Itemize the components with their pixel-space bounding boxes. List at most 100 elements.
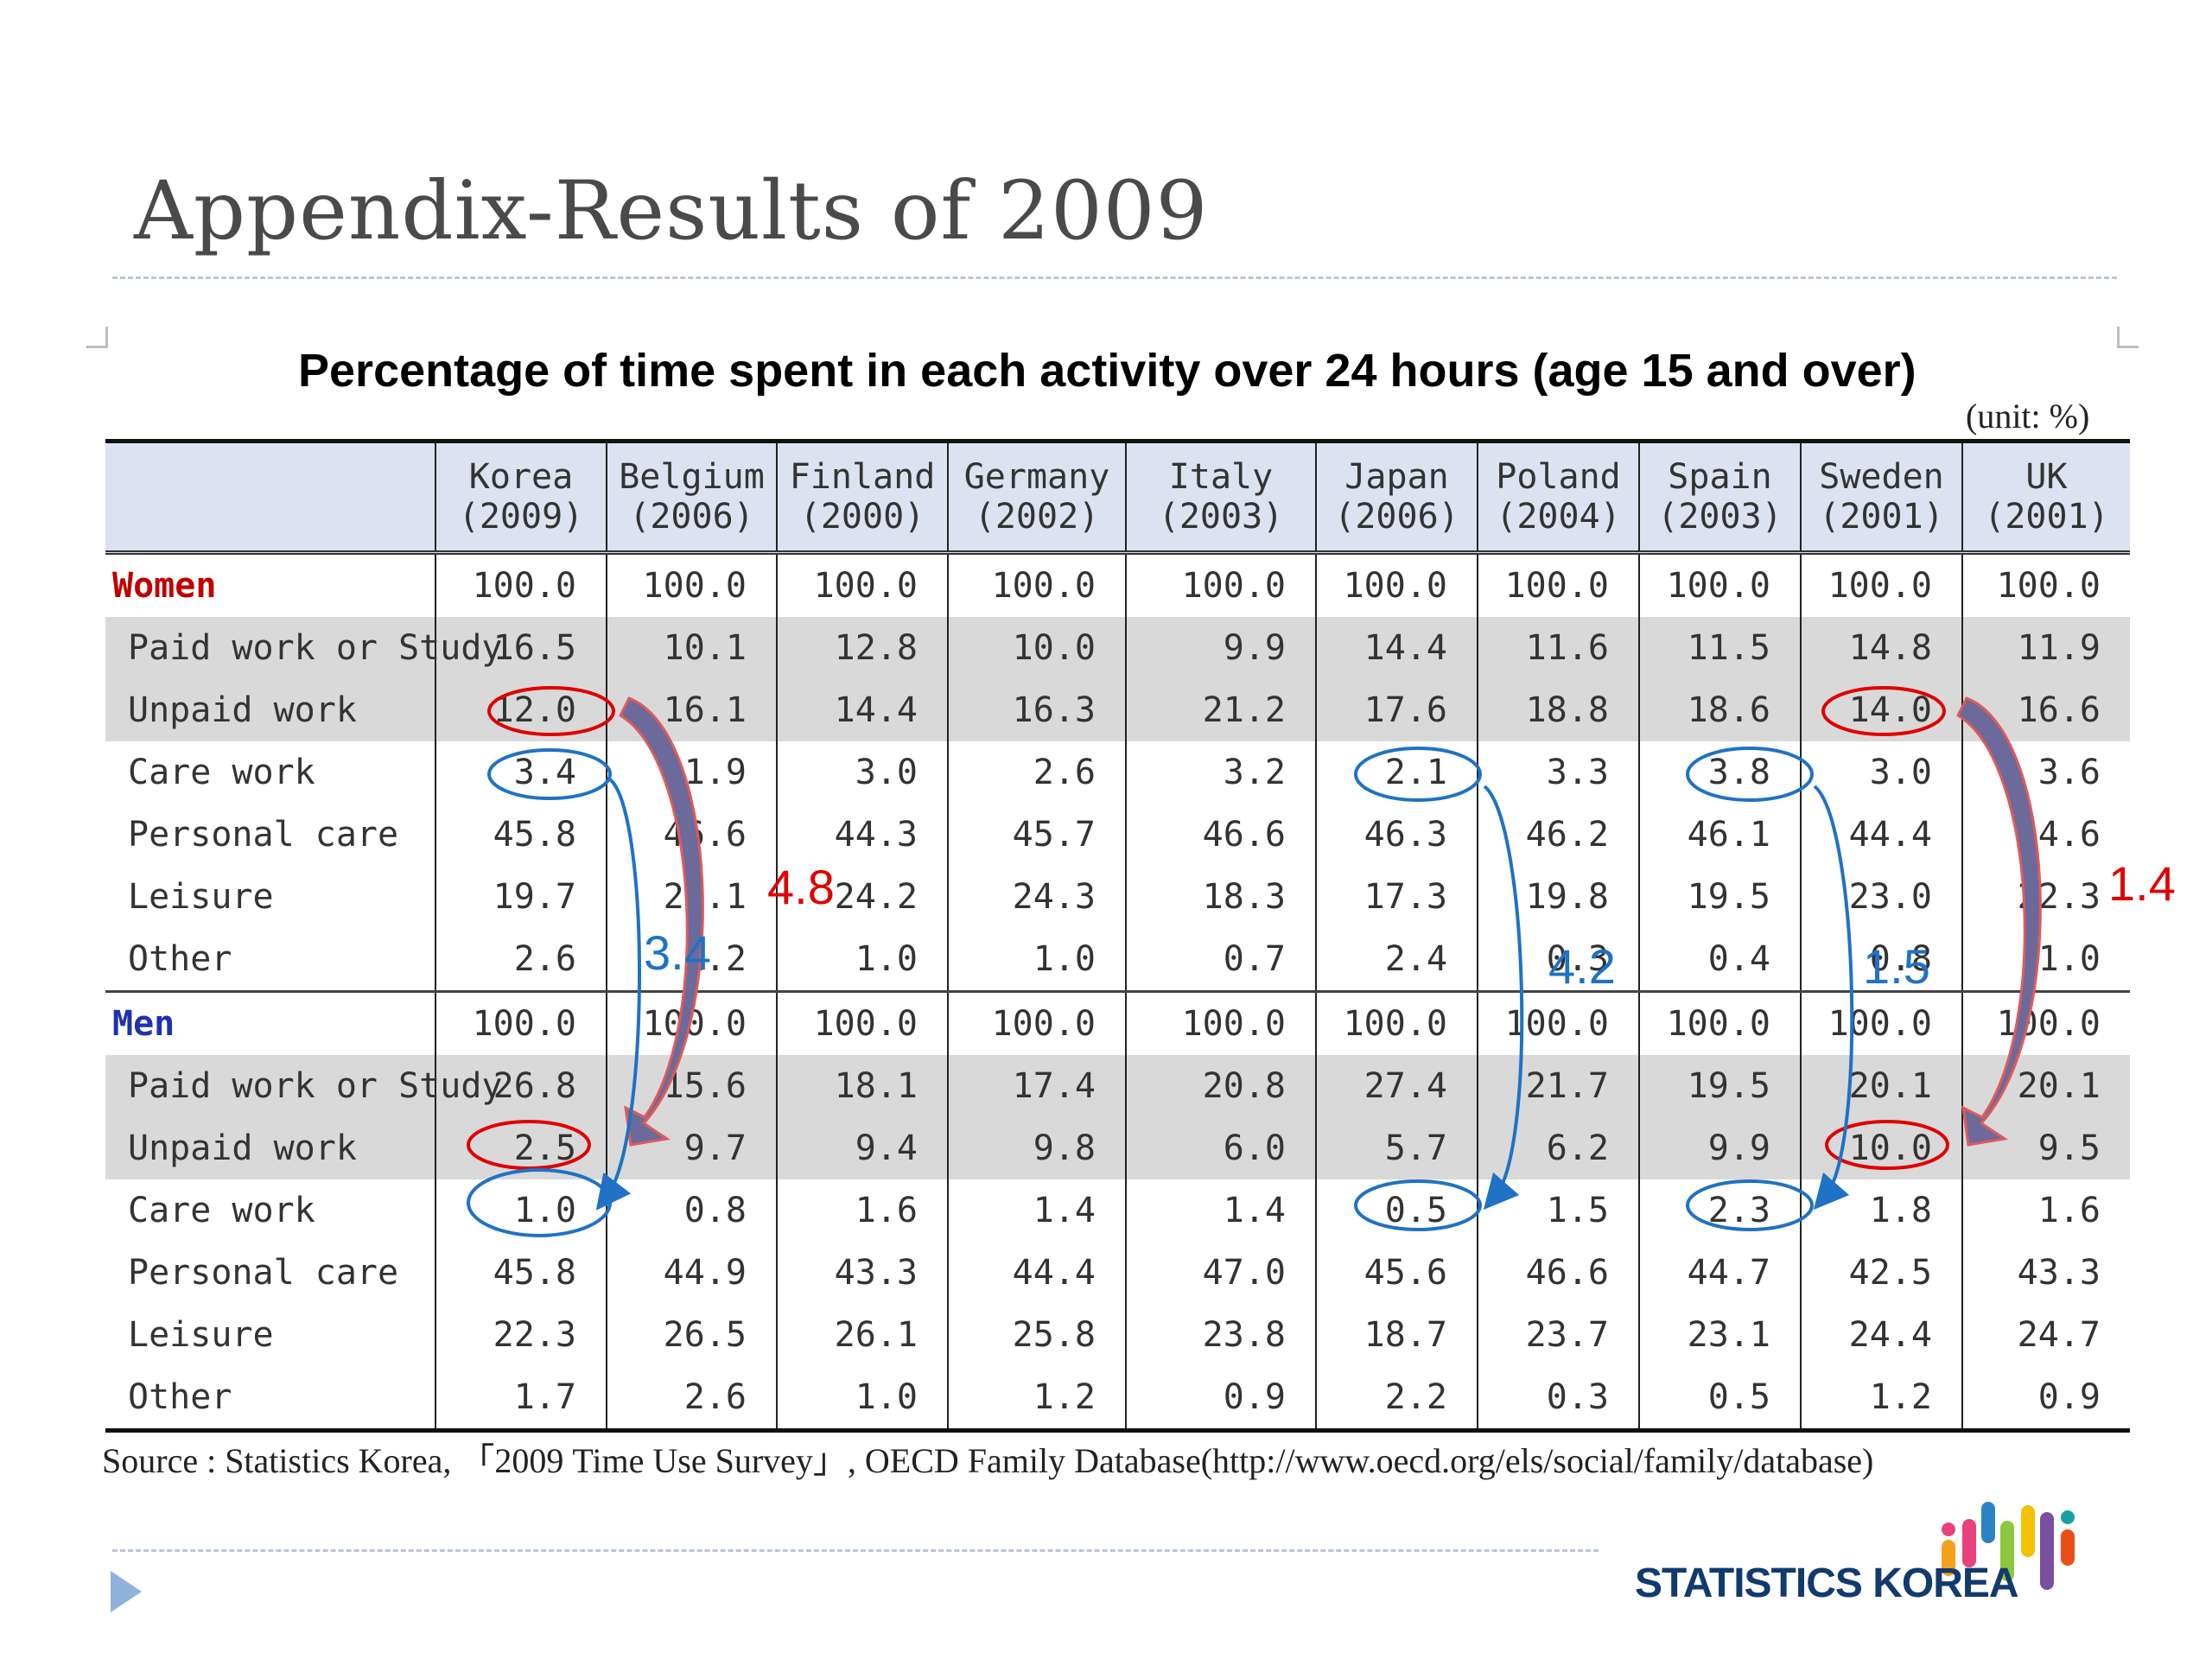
row-label: Leisure (128, 1315, 274, 1355)
table-cell: 100.0 (947, 990, 1126, 1055)
table-cell: 0.8 (1800, 928, 1962, 992)
table-row: Leisure 19.7 23.1 24.2 24.3 18.3 17.3 19.8 19.5 2… (105, 866, 2130, 928)
highlight-spain-men-care (1686, 1179, 1814, 1231)
row-label: Other (105, 1366, 435, 1433)
table-cell: 100.0 (606, 551, 777, 617)
table-cell: 24.2 (776, 866, 948, 928)
table-cell: 46.1 (1638, 804, 1801, 866)
table-cell: 20.8 (1125, 1055, 1316, 1117)
table-cell: 100.0 (1961, 551, 2130, 617)
table-cell: 2.6 (435, 928, 607, 992)
table-cell: 6.2 (1477, 1117, 1639, 1179)
source-note: Source : Statistics Korea, 「2009 Time Us… (102, 1441, 1874, 1480)
table-cell: 100.0 (1315, 990, 1478, 1055)
table-cell: 19.8 (1477, 866, 1639, 928)
table-cell: 100.0 (1477, 551, 1639, 617)
column-header: UK (2001) (1961, 439, 2130, 555)
table-cell: 26.8 (435, 1055, 607, 1117)
table-cell: 1.2 (1800, 1366, 1962, 1433)
table-cell: 2.3 (1638, 1179, 1801, 1242)
table-cell: 11.6 (1477, 617, 1639, 679)
unit-label: (unit: %) (1966, 397, 2090, 435)
table-cell: 3.0 (1800, 741, 1962, 804)
ratio-label-japan-care: 4.2 (1548, 939, 1616, 994)
table-cell: 100.0 (1125, 990, 1316, 1055)
table-cell: 0.9 (1961, 1366, 2130, 1433)
table-cell: 23.7 (1477, 1304, 1639, 1366)
table-cell: 26.5 (606, 1304, 777, 1366)
table-cell: 18.1 (776, 1055, 948, 1117)
table-cell: 2.6 (947, 741, 1126, 804)
row-label: Paid work or Study (105, 617, 502, 679)
table-cell: 23.8 (1125, 1304, 1316, 1366)
table-cell: 6.0 (1125, 1117, 1316, 1179)
table-cell: 16.5 (435, 617, 607, 679)
table-cell: 100.0 (776, 551, 948, 617)
table-cell: 43.3 (776, 1242, 948, 1304)
row-label: Personal care (128, 815, 399, 855)
table-title: Percentage of time spent in each activit… (298, 345, 1916, 397)
table-cell: 2.4 (1315, 928, 1478, 992)
ratio-label-korea-unpaid: 4.8 (767, 860, 835, 914)
ratio-label-sweden-unpaid: 1.4 (2108, 856, 2176, 911)
table-cell: 45.8 (435, 1242, 607, 1304)
highlight-japan-men-care (1354, 1179, 1482, 1231)
table-cell: 17.6 (1315, 679, 1478, 741)
corner-mark-right (2117, 327, 2139, 348)
table-cell: 3.0 (776, 741, 948, 804)
table-cell: 3.3 (1477, 741, 1639, 804)
table-cell: 45.8 (435, 804, 607, 866)
ratio-label-spain-care: 1.5 (1863, 939, 1930, 994)
next-slide-icon[interactable] (111, 1571, 142, 1612)
table-cell: 100.0 (435, 551, 607, 617)
table-cell: 1.0 (1961, 928, 2130, 992)
table-cell: 17.4 (947, 1055, 1126, 1117)
table-cell: 0.4 (1638, 928, 1801, 992)
table-cell: 9.8 (947, 1117, 1126, 1179)
highlight-korea-women-unpaid (487, 686, 615, 736)
table-cell: 1.6 (776, 1179, 948, 1242)
table-cell: 2.5 (435, 1117, 607, 1179)
sweden-unpaid-arrow (1956, 696, 2042, 1147)
footer-divider (112, 1549, 1599, 1552)
korea-unpaid-arrow (619, 696, 704, 1147)
table-cell: 44.4 (1800, 804, 1962, 866)
table-row: Care work 1.0 0.8 1.6 1.4 1.4 0.5 1.5 2.3 1.8 1.6 (105, 1179, 2130, 1242)
ratio-label-korea-care: 3.4 (644, 925, 711, 980)
table-row: Other 2.6 2.2 1.0 1.0 0.7 2.4 0.3 0.4 0.8 1.0 (105, 928, 2130, 992)
table-cell: 42.5 (1800, 1242, 1962, 1304)
table-cell: 3.2 (1125, 741, 1316, 804)
table-cell: 1.7 (435, 1366, 607, 1433)
title-divider (112, 276, 2117, 279)
table-cell: 100.0 (435, 990, 607, 1055)
table-cell: 14.8 (1800, 617, 1962, 679)
women-section-label: Women (105, 551, 435, 617)
table-cell: 43.3 (1961, 1242, 2130, 1304)
table-cell: 0.3 (1477, 928, 1639, 992)
header-row: Korea (2009) Belgium (2006) Finland (2000) … (105, 439, 2130, 555)
table-cell: 14.4 (1315, 617, 1478, 679)
table-cell: 23.0 (1800, 866, 1962, 928)
column-header: Finland (2000) (776, 439, 948, 555)
table-cell: 1.0 (776, 1366, 948, 1433)
table-cell: 100.0 (1800, 990, 1962, 1055)
table-cell: 27.4 (1315, 1055, 1478, 1117)
column-header: Spain (2003) (1638, 439, 1801, 555)
table-cell: 24.3 (947, 866, 1126, 928)
men-section-label: Men (105, 990, 435, 1055)
highlight-japan-women-care (1354, 747, 1482, 802)
table-cell: 24.7 (1961, 1304, 2130, 1366)
table-cell: 5.7 (1315, 1117, 1478, 1179)
slide-title: Appendix-Results of 2009 (134, 164, 1209, 258)
column-header: Poland (2004) (1477, 439, 1639, 555)
table-cell: 9.4 (776, 1117, 948, 1179)
corner-mark-left (86, 327, 108, 348)
table-row: Men 100.0 100.0 100.0 100.0 100.0 100.0 100.0 10… (105, 990, 2130, 1055)
spain-care-arrow (1813, 785, 1854, 1211)
highlight-korea-women-care (487, 748, 612, 800)
table-cell: 22.3 (435, 1304, 607, 1366)
table-cell: 0.5 (1315, 1179, 1478, 1242)
table-row: Paid work or Study 26.8 15.6 18.1 17.4 20.8 27… (105, 1055, 2130, 1117)
row-label: Leisure (128, 877, 274, 917)
